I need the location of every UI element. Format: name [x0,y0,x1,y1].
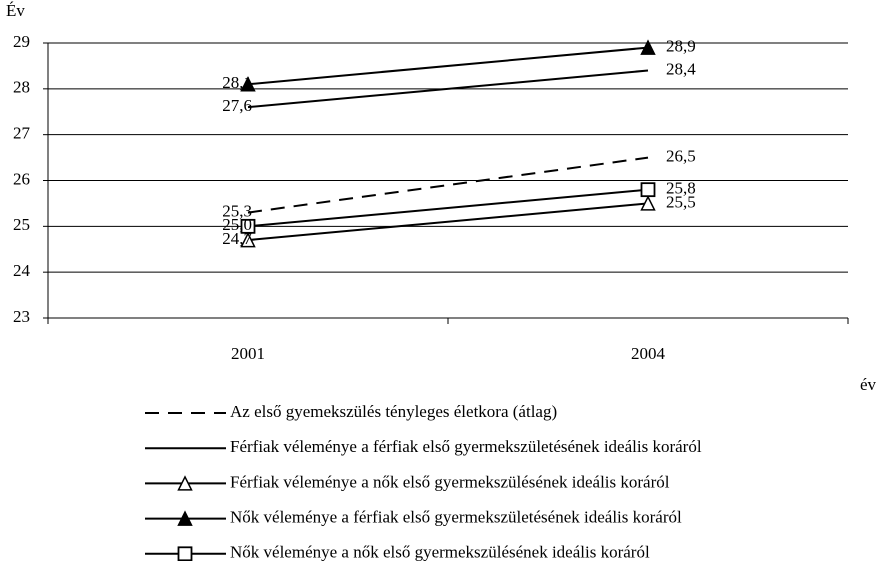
legend-label: Nők véleménye a férfiak első gyermekszül… [230,508,682,527]
legend-label: Az első gyemekszülés tényleges életkora … [230,402,557,421]
series-line [247,188,649,228]
marker [240,218,256,234]
data-label: 27,6 [222,96,252,115]
y-tick-label: 24 [13,261,31,280]
marker [177,510,193,526]
marker [640,182,656,198]
y-tick-label: 29 [13,32,30,51]
data-label: 28,1 [222,73,252,92]
legend-label: Nők véleménye a nők első gyermekszülésén… [230,543,650,561]
marker [240,76,256,92]
data-label: 25,3 [222,201,252,220]
x-axis-label: év [860,375,877,394]
series-line [247,69,649,109]
series-line [247,202,649,242]
series-line [247,46,649,86]
marker [177,475,193,491]
y-tick-label: 23 [13,307,30,326]
legend-label: Férfiak véleménye a nők első gyermekszül… [230,472,670,491]
marker [177,546,193,561]
legend-label: Férfiak véleménye a férfiak első gyermek… [230,437,702,456]
data-label: 24,7 [222,229,252,248]
x-tick-label: 2001 [231,344,265,363]
data-label: 25,8 [666,179,696,198]
y-tick-label: 28 [13,78,30,97]
y-tick-label: 25 [13,215,30,234]
series-line [247,156,649,214]
y-axis-label: Év [6,1,25,20]
data-label: 28,9 [666,36,696,55]
data-label: 25,0 [222,215,252,234]
marker [640,39,656,55]
y-tick-label: 27 [13,124,31,143]
x-tick-label: 2004 [631,344,666,363]
marker [240,231,256,248]
marker [640,195,656,211]
data-label: 28,4 [666,59,696,78]
data-label: 26,5 [666,146,696,165]
y-tick-label: 26 [13,169,30,188]
data-label: 25,5 [666,192,696,211]
